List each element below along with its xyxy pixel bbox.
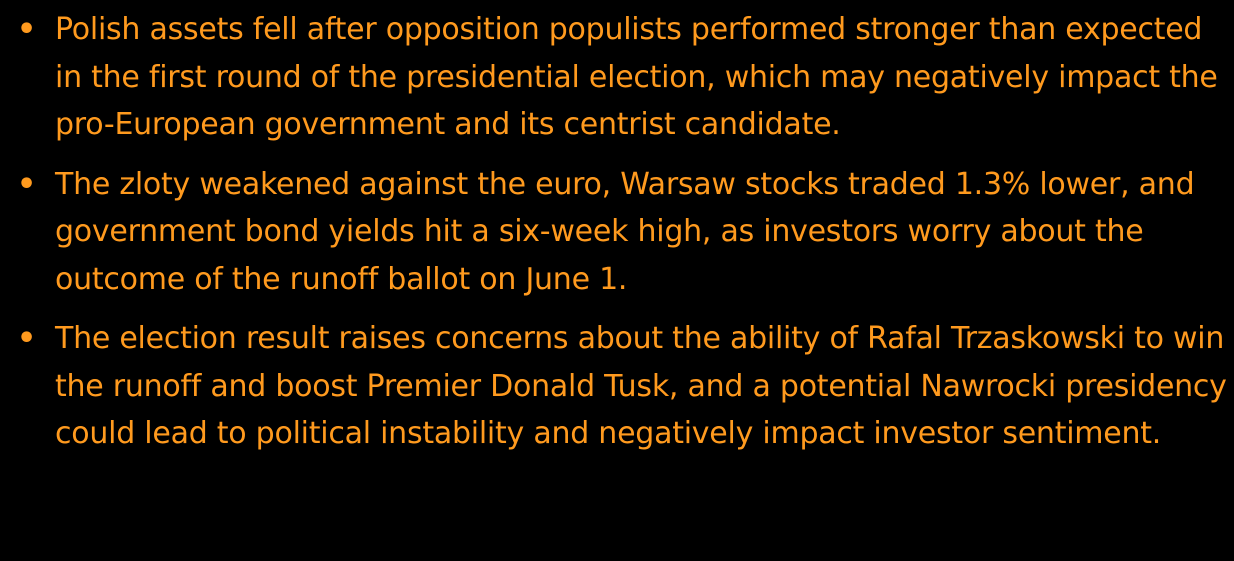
bullet-text-1: Polish assets fell after opposition popu… [55, 12, 1218, 142]
bullet-item-3: • The election result raises concerns ab… [14, 315, 1230, 458]
bullet-icon: • [17, 12, 37, 47]
bullet-text-3: The election result raises concerns abou… [55, 321, 1227, 451]
bullet-icon: • [17, 321, 37, 356]
bullet-item-2: • The zloty weakened against the euro, W… [14, 161, 1230, 304]
bullet-text-2: The zloty weakened against the euro, War… [55, 166, 1195, 297]
summary-bullet-list: • Polish assets fell after opposition po… [14, 6, 1230, 470]
bullet-item-1: • Polish assets fell after opposition po… [14, 6, 1230, 149]
bullet-icon: • [17, 166, 37, 202]
